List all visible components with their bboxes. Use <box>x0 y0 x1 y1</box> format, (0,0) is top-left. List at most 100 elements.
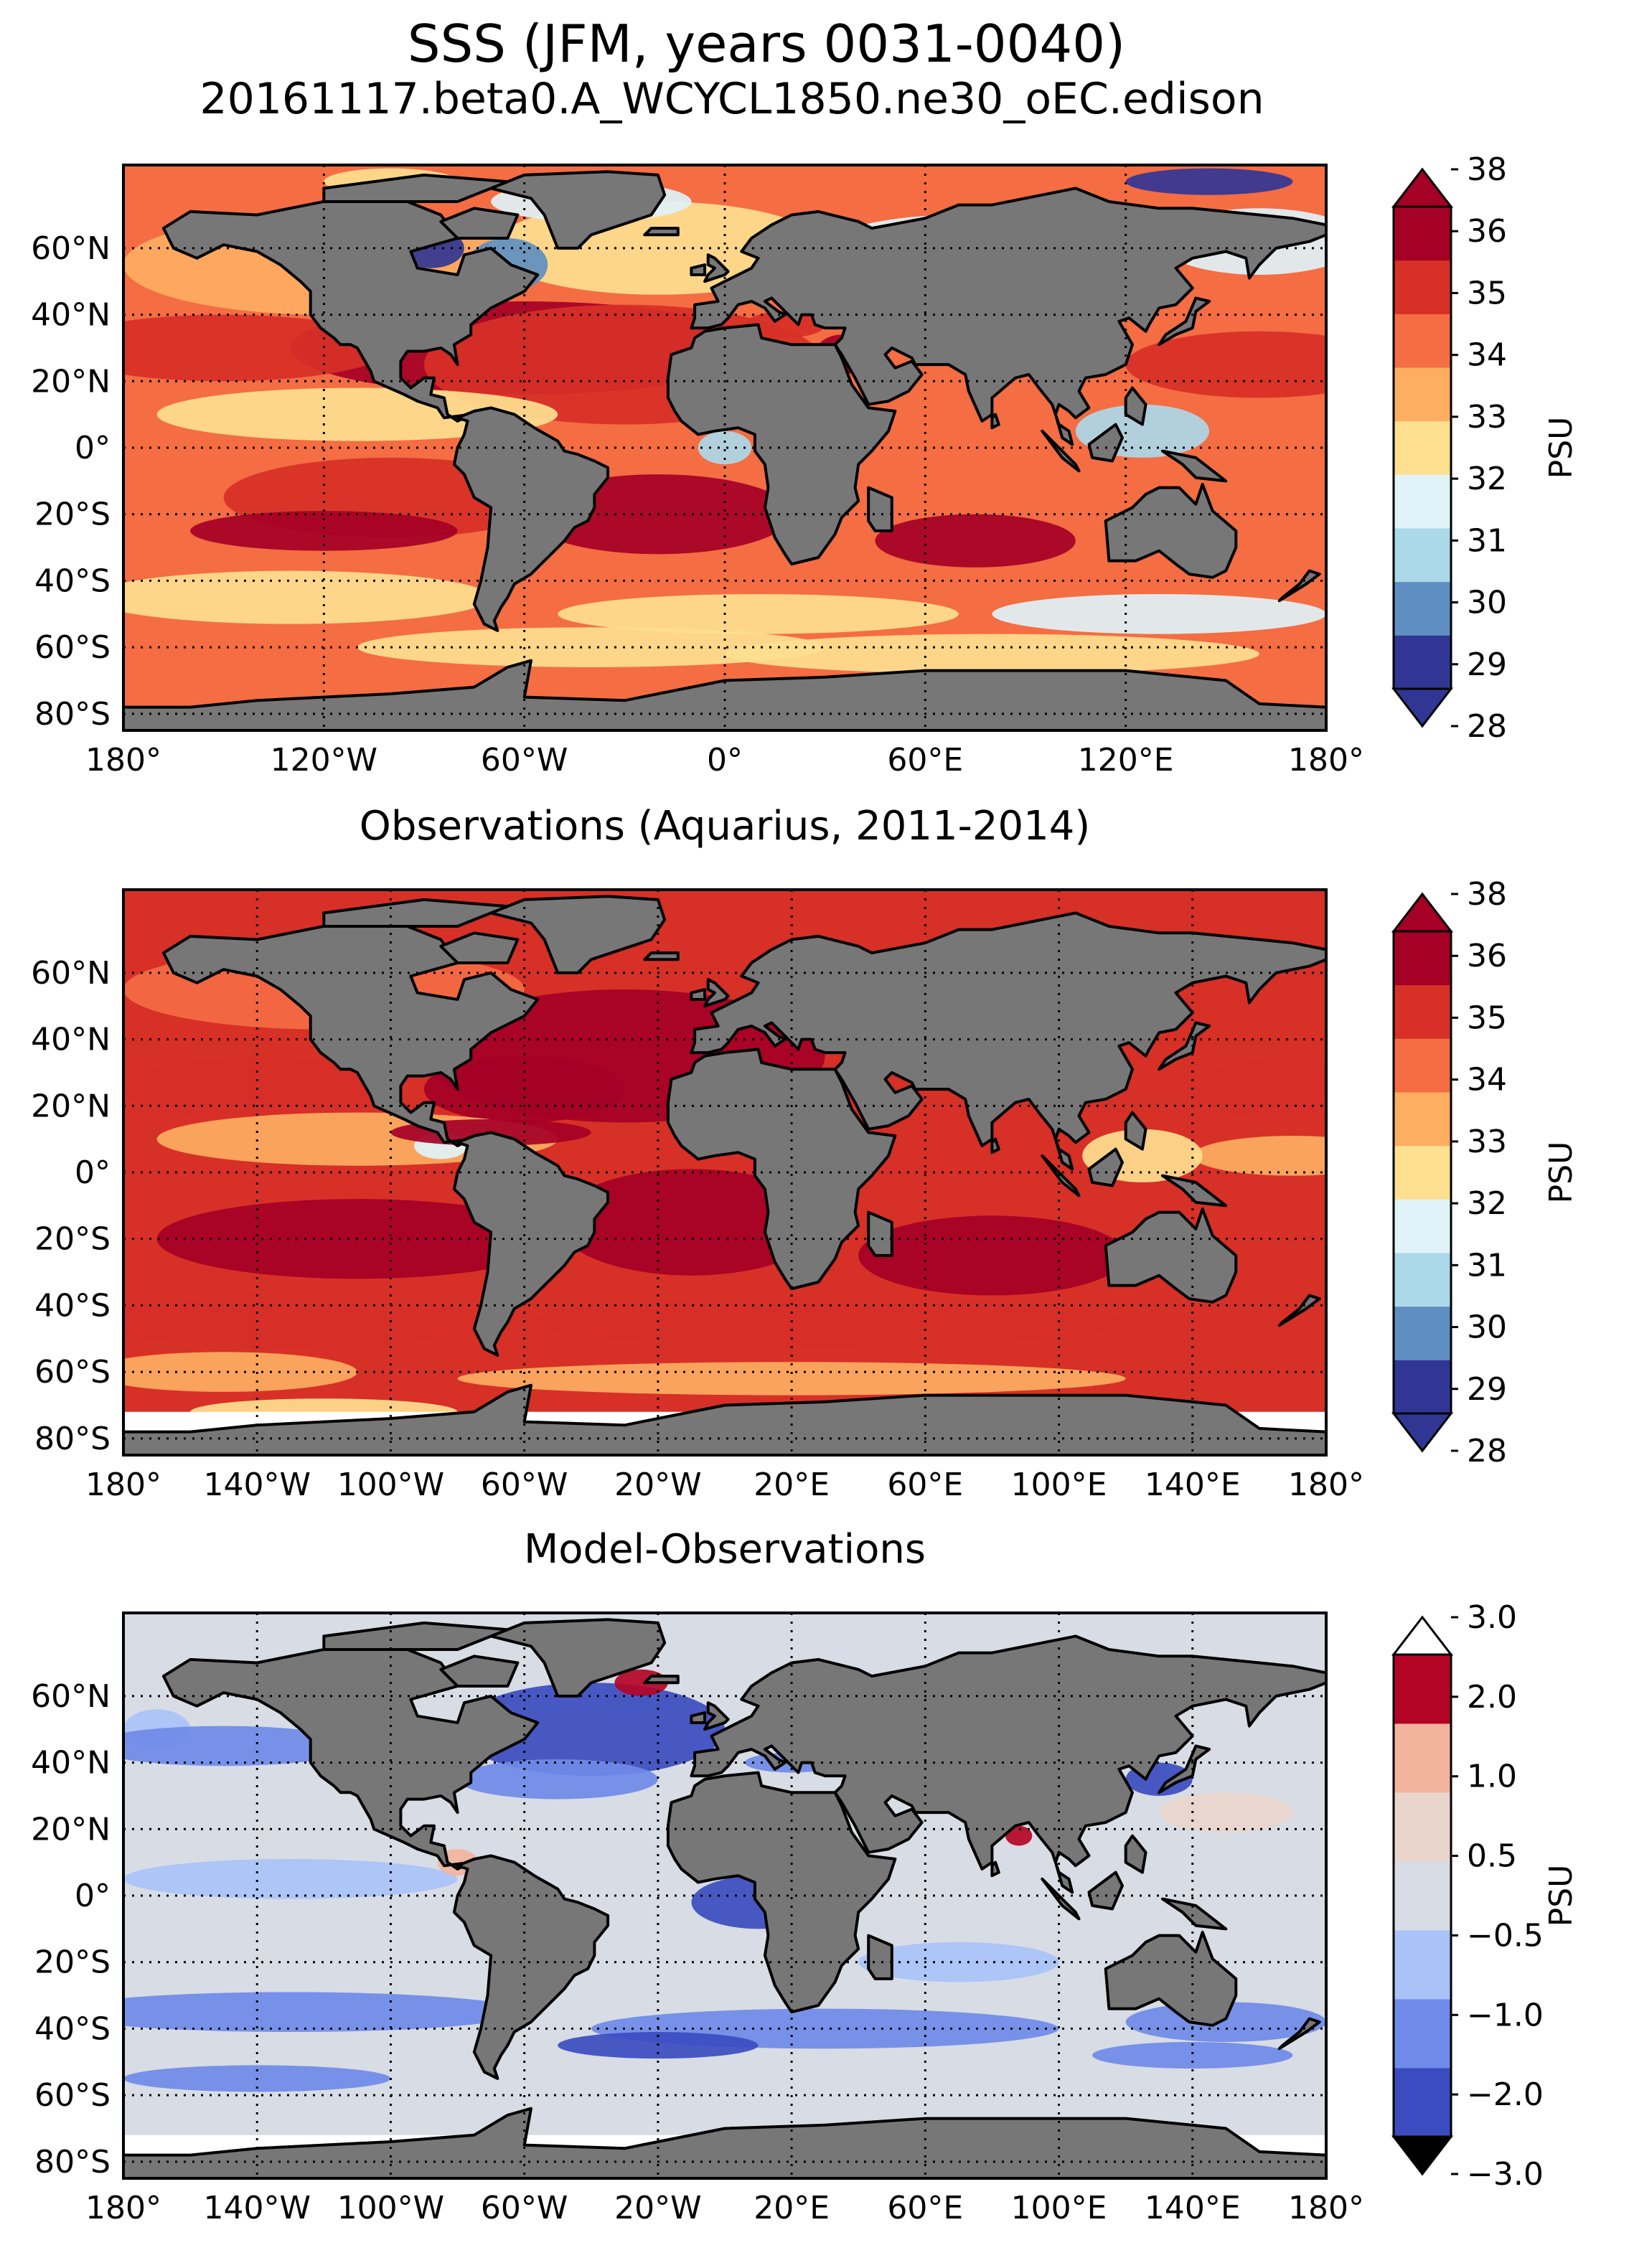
salinity-region <box>698 430 752 465</box>
x-tick-label: 120°E <box>1078 742 1174 778</box>
land-mass <box>452 406 610 632</box>
land-mass <box>1158 1021 1211 1071</box>
colorbar-label: PSU <box>1543 1142 1579 1204</box>
y-tick-label: 20°N <box>31 1811 111 1848</box>
map-panel-3: Model-Observations 180° 140°W 100°W 60°W 20°W… <box>31 1526 1579 2226</box>
colorbar-tick-label: 31 <box>1467 522 1507 559</box>
colorbar-extend-max <box>1391 1615 1454 1656</box>
land-mass <box>1160 1174 1228 1208</box>
x-tick-label: 120°W <box>271 742 378 778</box>
land-mass <box>703 978 730 1008</box>
colorbar-extend-min <box>1391 2135 1454 2176</box>
colorbar-tick-label: 38 <box>1467 151 1507 188</box>
colorbar-tick-label: 35 <box>1467 999 1507 1036</box>
colorbar-tick-label: 32 <box>1467 1185 1507 1222</box>
colorbar-segment <box>1394 984 1451 1039</box>
colorbar-segment <box>1394 1655 1451 1724</box>
colorbar: 28 29 30 31 32 33 34 35 36 38 PSU <box>1391 151 1579 745</box>
x-tick-label: 100°W <box>337 2190 445 2226</box>
land-mass <box>867 486 893 532</box>
land-mass <box>123 659 1326 730</box>
land-mass <box>690 187 1326 446</box>
land-mass <box>1124 386 1147 426</box>
x-tick-label: 140°W <box>203 1467 311 1503</box>
land-mass <box>1277 1294 1321 1327</box>
salinity-region <box>725 634 1259 674</box>
salinity-region <box>558 1169 825 1276</box>
colorbar-segment <box>1394 1861 1451 1931</box>
colorbar-extend-max <box>1391 892 1454 933</box>
colorbar-segment <box>1394 1723 1451 1793</box>
map-area <box>123 890 1326 1455</box>
land-mass <box>1158 1744 1211 1794</box>
salinity-region <box>1092 2041 1293 2069</box>
salinity-region <box>156 387 558 441</box>
x-tick-label: 20°E <box>754 2190 830 2226</box>
panel-title: Observations (Aquarius, 2011-2014) <box>360 803 1090 850</box>
colorbar-tick-label: 28 <box>1467 1433 1507 1469</box>
salinity-region <box>190 511 458 551</box>
salinity-region <box>123 1352 357 1392</box>
land-mass <box>990 1137 1000 1154</box>
land-mass <box>666 1771 897 2014</box>
salinity-region <box>123 1859 458 1899</box>
colorbar-tick-label: 28 <box>1467 708 1507 745</box>
salinity-region <box>1192 1055 1326 1123</box>
colorbar-segment <box>1394 2068 1451 2137</box>
colorbar-tick-label: 31 <box>1467 1247 1507 1284</box>
figure-title: SSS (JFM, years 0031-0040) <box>408 14 1125 74</box>
land-mass <box>1104 1208 1238 1304</box>
colorbar-label: PSU <box>1543 1865 1579 1927</box>
colorbar-extend-min <box>1391 1412 1454 1453</box>
y-tick-label: 60°S <box>34 629 111 666</box>
colorbar-tick-label: −1.0 <box>1467 1997 1544 2033</box>
salinity-region <box>1005 1825 1033 1846</box>
colorbar-segment <box>1394 1038 1451 1093</box>
salinity-region <box>524 1295 1126 1349</box>
x-tick-label: 100°E <box>1011 1467 1107 1503</box>
colorbar-tick-label: −2.0 <box>1467 2076 1544 2113</box>
land-mass <box>1087 1147 1124 1187</box>
salinity-region <box>744 311 825 339</box>
y-tick-label: 80°S <box>34 1421 111 1457</box>
salinity-region <box>457 1759 658 1799</box>
land-mass <box>439 1655 520 1688</box>
land-mass <box>1277 569 1321 603</box>
colorbar-segment <box>1394 1199 1451 1253</box>
land-mass <box>1041 429 1081 473</box>
map-area <box>123 1613 1326 2178</box>
y-tick-label: 40°N <box>31 297 111 334</box>
colorbar-tick-label: 29 <box>1467 646 1507 683</box>
x-tick-label: 140°E <box>1145 2190 1241 2226</box>
colorbar-segment <box>1394 367 1451 422</box>
salinity-region <box>875 514 1076 568</box>
colorbar: 28 29 30 31 32 33 34 35 36 38 PSU <box>1391 876 1579 1469</box>
colorbar-tick-label: 30 <box>1467 585 1507 621</box>
y-tick-label: 0° <box>75 430 111 466</box>
y-tick-label: 20°N <box>31 1088 111 1124</box>
land-mass <box>1277 2017 1321 2051</box>
salinity-region <box>558 593 959 634</box>
colorbar-segment <box>1394 1092 1451 1147</box>
land-mass <box>123 1383 1326 1455</box>
x-tick-label: 20°W <box>614 2190 702 2226</box>
land-mass <box>161 193 540 423</box>
colorbar-extend-max <box>1391 167 1454 208</box>
y-tick-label: 40°N <box>31 1022 111 1058</box>
land-mass <box>690 1711 707 1724</box>
land-mass <box>990 1860 1000 1878</box>
land-mass <box>439 207 520 240</box>
x-tick-label: 100°E <box>1011 2190 1107 2226</box>
colorbar-tick-label: 1.0 <box>1467 1759 1517 1795</box>
x-tick-label: 20°W <box>614 1467 702 1503</box>
colorbar-segment <box>1394 581 1451 636</box>
colorbar-tick-label: 33 <box>1467 399 1507 436</box>
land-mass <box>1087 423 1124 463</box>
land-mass <box>1104 1931 1238 2027</box>
land-mass <box>452 1131 610 1357</box>
x-tick-label: 60°E <box>887 1467 963 1503</box>
map-panel-2: Observations (Aquarius, 2011-2014) 180° 14… <box>31 803 1579 1503</box>
land-mass <box>690 911 1326 1171</box>
x-tick-label: 180° <box>1288 742 1364 778</box>
